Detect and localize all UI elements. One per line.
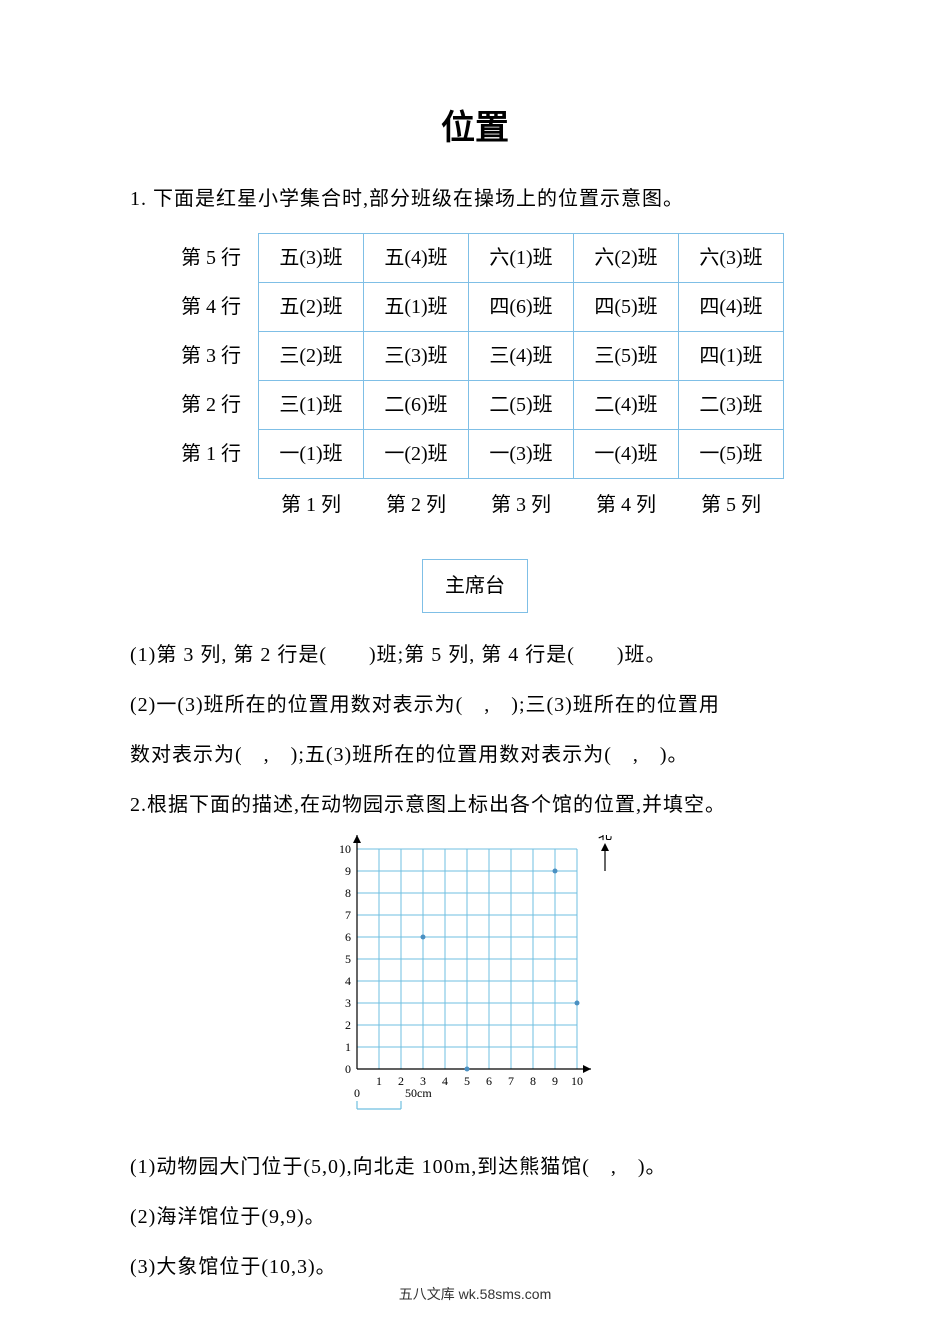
svg-text:0: 0 (345, 1062, 351, 1076)
table-row: 第 2 行 三(1)班 二(6)班 二(5)班 二(4)班 二(3)班 (166, 381, 784, 430)
svg-text:北: 北 (598, 835, 612, 843)
table-cell: 三(4)班 (469, 332, 574, 381)
svg-text:7: 7 (345, 908, 351, 922)
table-cell: 四(4)班 (679, 283, 784, 332)
svg-text:9: 9 (552, 1074, 558, 1088)
q2-sub3: (3)大象馆位于(10,3)。 (130, 1247, 820, 1287)
q2-sub1: (1)动物园大门位于(5,0),向北走 100m,到达熊猫馆( , )。 (130, 1147, 820, 1187)
row-label: 第 1 行 (166, 430, 259, 479)
table-cell: 一(5)班 (679, 430, 784, 479)
podium-box: 主席台 (422, 559, 528, 613)
table-cell: 五(4)班 (364, 234, 469, 283)
table-cell: 二(5)班 (469, 381, 574, 430)
svg-text:8: 8 (345, 886, 351, 900)
table-row: 第 4 行 五(2)班 五(1)班 四(6)班 四(5)班 四(4)班 (166, 283, 784, 332)
table-row: 第 1 行 一(1)班 一(2)班 一(3)班 一(4)班 一(5)班 (166, 430, 784, 479)
table-cell: 一(2)班 (364, 430, 469, 479)
table-cell: 六(2)班 (574, 234, 679, 283)
table-cell: 五(2)班 (259, 283, 364, 332)
table-cell: 三(1)班 (259, 381, 364, 430)
q2-sub2: (2)海洋馆位于(9,9)。 (130, 1197, 820, 1237)
svg-text:4: 4 (442, 1074, 448, 1088)
table-cell: 四(5)班 (574, 283, 679, 332)
table-cell: 五(1)班 (364, 283, 469, 332)
col-label: 第 5 列 (679, 479, 784, 530)
table-cell: 三(3)班 (364, 332, 469, 381)
svg-text:4: 4 (345, 974, 351, 988)
page-title: 位置 (130, 100, 820, 149)
podium-row: 主席台 (130, 559, 820, 613)
empty-cell (166, 479, 259, 530)
grid-chart: 01234567891012345678910北050cm (325, 835, 625, 1129)
col-label: 第 3 列 (469, 479, 574, 530)
row-label: 第 4 行 (166, 283, 259, 332)
col-label: 第 1 列 (259, 479, 364, 530)
svg-text:2: 2 (398, 1074, 404, 1088)
grid-chart-wrap: 01234567891012345678910北050cm (130, 835, 820, 1129)
q1-intro: 1. 下面是红星小学集合时,部分班级在操场上的位置示意图。 (130, 179, 820, 219)
col-label-row: 第 1 列 第 2 列 第 3 列 第 4 列 第 5 列 (166, 479, 784, 530)
table-cell: 二(6)班 (364, 381, 469, 430)
table-cell: 六(3)班 (679, 234, 784, 283)
table-cell: 一(3)班 (469, 430, 574, 479)
table-row: 第 5 行 五(3)班 五(4)班 六(1)班 六(2)班 六(3)班 (166, 234, 784, 283)
svg-text:2: 2 (345, 1018, 351, 1032)
svg-text:10: 10 (571, 1074, 583, 1088)
table-cell: 一(4)班 (574, 430, 679, 479)
col-label: 第 2 列 (364, 479, 469, 530)
class-table-wrap: 第 5 行 五(3)班 五(4)班 六(1)班 六(2)班 六(3)班 第 4 … (130, 233, 820, 529)
q1-sub2a: (2)一(3)班所在的位置用数对表示为( , );三(3)班所在的位置用 (130, 685, 820, 725)
svg-text:6: 6 (486, 1074, 492, 1088)
row-label: 第 3 行 (166, 332, 259, 381)
svg-text:5: 5 (464, 1074, 470, 1088)
row-label: 第 5 行 (166, 234, 259, 283)
table-cell: 二(3)班 (679, 381, 784, 430)
svg-text:3: 3 (345, 996, 351, 1010)
table-row: 第 3 行 三(2)班 三(3)班 三(4)班 三(5)班 四(1)班 (166, 332, 784, 381)
table-cell: 三(2)班 (259, 332, 364, 381)
svg-text:50cm: 50cm (405, 1086, 432, 1100)
col-label: 第 4 列 (574, 479, 679, 530)
svg-text:6: 6 (345, 930, 351, 944)
table-cell: 四(1)班 (679, 332, 784, 381)
svg-text:1: 1 (345, 1040, 351, 1054)
body: 1. 下面是红星小学集合时,部分班级在操场上的位置示意图。 第 5 行 五(3)… (130, 179, 820, 1287)
table-cell: 四(6)班 (469, 283, 574, 332)
row-label: 第 2 行 (166, 381, 259, 430)
table-cell: 三(5)班 (574, 332, 679, 381)
svg-text:1: 1 (376, 1074, 382, 1088)
footer: 五八文库 wk.58sms.com (0, 1284, 950, 1304)
svg-text:0: 0 (354, 1086, 360, 1100)
svg-text:8: 8 (530, 1074, 536, 1088)
table-cell: 六(1)班 (469, 234, 574, 283)
table-cell: 一(1)班 (259, 430, 364, 479)
q1-sub1: (1)第 3 列, 第 2 行是( )班;第 5 列, 第 4 行是( )班。 (130, 635, 820, 675)
svg-text:9: 9 (345, 864, 351, 878)
page: 位置 1. 下面是红星小学集合时,部分班级在操场上的位置示意图。 第 5 行 五… (0, 0, 950, 1344)
svg-text:10: 10 (339, 842, 351, 856)
table-cell: 二(4)班 (574, 381, 679, 430)
q1-sub2b: 数对表示为( , );五(3)班所在的位置用数对表示为( , )。 (130, 735, 820, 775)
table-cell: 五(3)班 (259, 234, 364, 283)
q2-intro: 2.根据下面的描述,在动物园示意图上标出各个馆的位置,并填空。 (130, 785, 820, 825)
class-table: 第 5 行 五(3)班 五(4)班 六(1)班 六(2)班 六(3)班 第 4 … (166, 233, 784, 529)
svg-text:7: 7 (508, 1074, 514, 1088)
svg-text:5: 5 (345, 952, 351, 966)
